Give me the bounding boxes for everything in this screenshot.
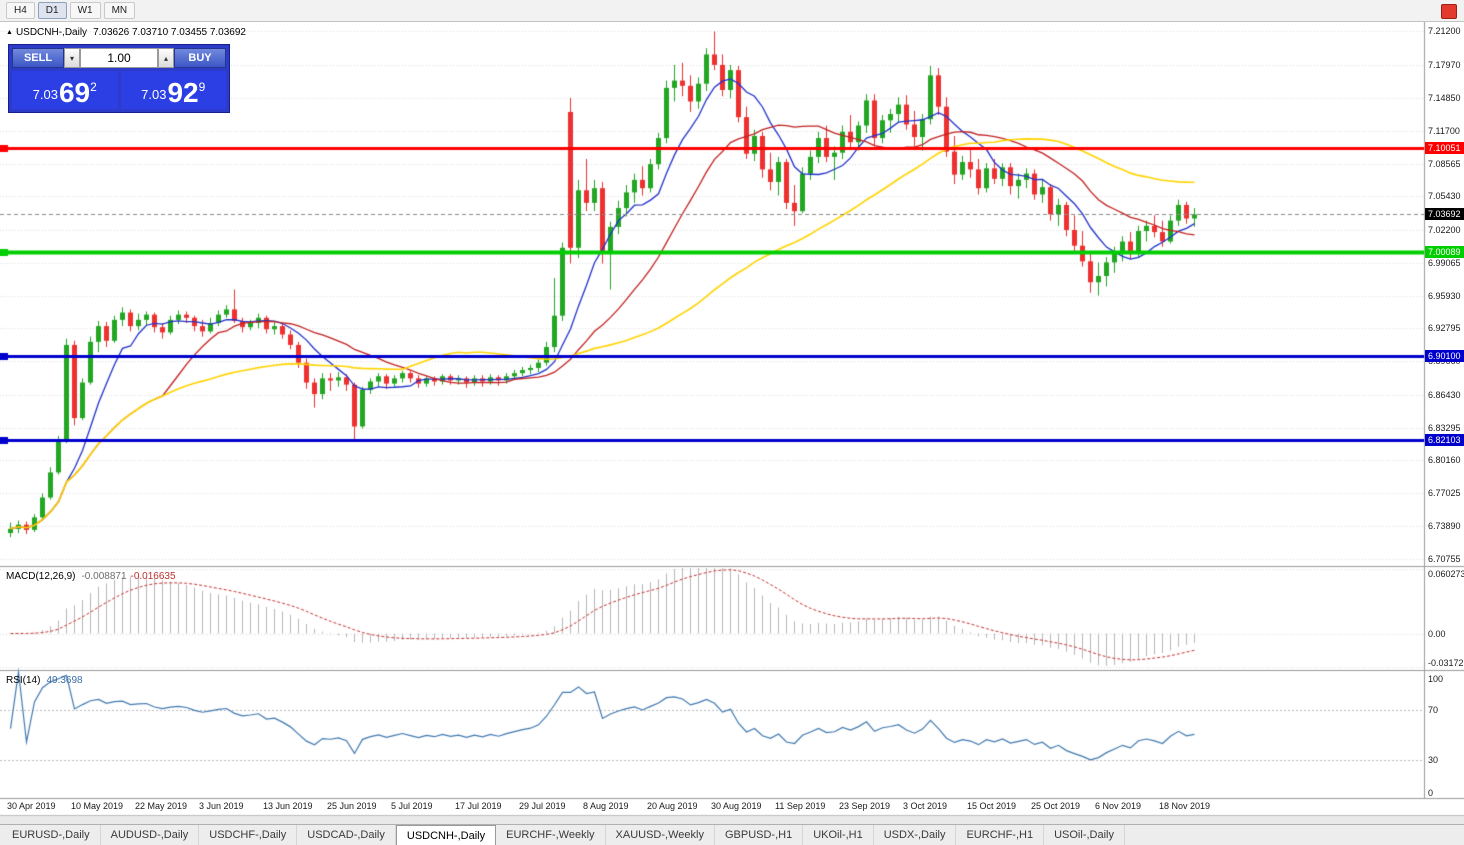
date-axis-label: 6 Nov 2019 — [1095, 801, 1142, 811]
volume-input[interactable]: 1.00 — [80, 48, 158, 68]
candlestick-chart-canvas[interactable] — [0, 22, 1464, 824]
macd-axis-label: 0.060273 — [1428, 569, 1464, 579]
price-axis-label: 6.92795 — [1428, 323, 1461, 334]
price-axis-label: 6.73890 — [1428, 520, 1461, 531]
buy-price-pip: 9 — [198, 80, 206, 94]
price-axis-label: 6.77025 — [1428, 488, 1461, 499]
rsi-value: 49.3698 — [46, 675, 83, 686]
price-axis-label: 7.11700 — [1428, 125, 1460, 136]
macd-indicator-title: MACD(12,26,9) -0.008871 -0.016635 — [6, 571, 176, 582]
one-click-trading-panel: SELL ▾ 1.00 ▴ BUY 7.03 69 2 7.03 92 9 — [8, 44, 230, 113]
date-axis-label: 30 Aug 2019 — [711, 801, 762, 811]
chart-tab-eurchf-h1[interactable]: EURCHF-,H1 — [956, 825, 1045, 845]
collapse-chart-icon[interactable]: ▲ — [6, 29, 13, 36]
rsi-axis-label: 0 — [1428, 788, 1434, 798]
chart-tab-eurchf-weekly[interactable]: EURCHF-,Weekly — [496, 825, 606, 845]
timeframe-d1-button[interactable]: D1 — [37, 2, 67, 19]
date-axis-label: 25 Jun 2019 — [327, 801, 377, 811]
trade-controls-row: SELL ▾ 1.00 ▴ BUY — [12, 48, 226, 68]
price-axis-label: 6.80160 — [1428, 455, 1461, 466]
price-axis-label: 6.99065 — [1428, 257, 1461, 268]
date-axis-label: 25 Oct 2019 — [1031, 801, 1081, 811]
trade-prices-row: 7.03 69 2 7.03 92 9 — [12, 71, 226, 109]
chart-tab-usoil-daily[interactable]: USOil-,Daily — [1044, 825, 1125, 845]
price-axis-label: 6.83295 — [1428, 422, 1461, 433]
date-axis-label: 20 Aug 2019 — [647, 801, 698, 811]
chart-tab-usdcad-daily[interactable]: USDCAD-,Daily — [297, 825, 396, 845]
sell-price-small: 7.03 — [32, 87, 58, 102]
price-axis-label: 7.21200 — [1428, 26, 1461, 37]
timeframe-mn-button[interactable]: MN — [103, 2, 136, 19]
date-axis-label: 15 Oct 2019 — [967, 801, 1017, 811]
chart-title: ▲ USDCNH-,Daily 7.03626 7.03710 7.03455 7.… — [6, 27, 246, 38]
buy-button[interactable]: BUY — [174, 48, 226, 68]
chart-ohlc-values: 7.03626 7.03710 7.03455 7.03692 — [93, 27, 246, 38]
price-axis-label: 7.14850 — [1428, 92, 1461, 103]
chart-tab-eurusd-daily[interactable]: EURUSD-,Daily — [2, 825, 101, 845]
price-axis-label: 7.17970 — [1428, 60, 1461, 71]
macd-main-value: -0.008871 — [81, 571, 127, 582]
date-axis-label: 8 Aug 2019 — [583, 801, 629, 811]
rsi-axis-label: 70 — [1428, 704, 1439, 715]
date-axis-label: 10 May 2019 — [71, 801, 124, 811]
price-axis-label: 7.02200 — [1428, 225, 1461, 235]
hline-price-tag[interactable]: 6.90100 — [1425, 350, 1464, 363]
date-axis-label: 13 Jun 2019 — [263, 801, 313, 811]
chart-tab-audusd-daily[interactable]: AUDUSD-,Daily — [101, 825, 200, 845]
date-axis-label: 23 Sep 2019 — [839, 801, 891, 811]
sell-price-big: 69 — [58, 77, 91, 108]
date-axis-label: 29 Jul 2019 — [519, 801, 566, 811]
price-axis-label: 7.08565 — [1428, 158, 1461, 169]
current-price-tag: 7.03692 — [1425, 208, 1464, 221]
sell-price-display[interactable]: 7.03 69 2 — [12, 71, 118, 109]
price-axis-label: 6.95930 — [1428, 290, 1461, 301]
rsi-indicator-title: RSI(14) 49.3698 — [6, 675, 83, 686]
rsi-axis-label: 100 — [1428, 674, 1444, 684]
chart-tab-ukoil-h1[interactable]: UKOil-,H1 — [803, 825, 874, 845]
date-axis-label: 17 Jul 2019 — [455, 801, 502, 811]
date-axis-label: 3 Oct 2019 — [903, 801, 948, 811]
buy-price-display[interactable]: 7.03 92 9 — [120, 71, 226, 109]
timeframe-h4-button[interactable]: H4 — [6, 2, 35, 19]
hline-price-tag[interactable]: 7.00089 — [1425, 246, 1464, 259]
volume-decrease-button[interactable]: ▾ — [64, 48, 80, 68]
macd-label: MACD(12,26,9) — [6, 571, 76, 582]
macd-signal-value: -0.016635 — [130, 571, 176, 582]
volume-increase-button[interactable]: ▴ — [158, 48, 174, 68]
sell-button[interactable]: SELL — [12, 48, 64, 68]
date-axis-label: 3 Jun 2019 — [199, 801, 244, 811]
chart-symbol-label: USDCNH-,Daily — [15, 27, 88, 38]
date-axis-label: 22 May 2019 — [135, 801, 188, 811]
chart-tab-gbpusd-h1[interactable]: GBPUSD-,H1 — [715, 825, 804, 845]
date-axis-label: 18 Nov 2019 — [1159, 801, 1211, 811]
hline-price-tag[interactable]: 6.82103 — [1425, 433, 1464, 446]
buy-price-big: 92 — [167, 77, 199, 108]
chart-tab-usdcnh-daily[interactable]: USDCNH-,Daily — [395, 825, 497, 845]
chart-tab-usdx-daily[interactable]: USDX-,Daily — [874, 825, 957, 845]
price-axis-label: 6.70755 — [1428, 553, 1461, 564]
chart-tab-bar: EURUSD-,Daily AUDUSD-,Daily USDCHF-,Daily U… — [0, 824, 1464, 845]
chart-tab-usdchf-daily[interactable]: USDCHF-,Daily — [199, 825, 298, 845]
macd-axis-label: 0.00 — [1428, 628, 1446, 639]
chart-tab-xauusd-weekly[interactable]: XAUUSD-,Weekly — [606, 825, 715, 845]
date-axis-label: 5 Jul 2019 — [391, 801, 433, 811]
macd-axis-label: -0.031725 — [1428, 658, 1464, 668]
buy-price-small: 7.03 — [141, 87, 167, 102]
price-axis-label: 7.05430 — [1428, 191, 1461, 202]
date-axis-label: 11 Sep 2019 — [775, 801, 826, 811]
rsi-label: RSI(14) — [6, 675, 41, 686]
date-axis-label: 30 Apr 2019 — [7, 801, 56, 811]
hline-price-tag[interactable]: 7.10051 — [1425, 141, 1464, 154]
timeframe-w1-button[interactable]: W1 — [69, 2, 101, 19]
price-axis-label: 6.86430 — [1428, 389, 1461, 400]
rsi-axis-label: 30 — [1428, 755, 1439, 766]
timeframe-toolbar: H4 D1 W1 MN — [0, 0, 1464, 22]
record-status-icon[interactable] — [1441, 4, 1457, 19]
sell-price-pip: 2 — [90, 80, 97, 94]
